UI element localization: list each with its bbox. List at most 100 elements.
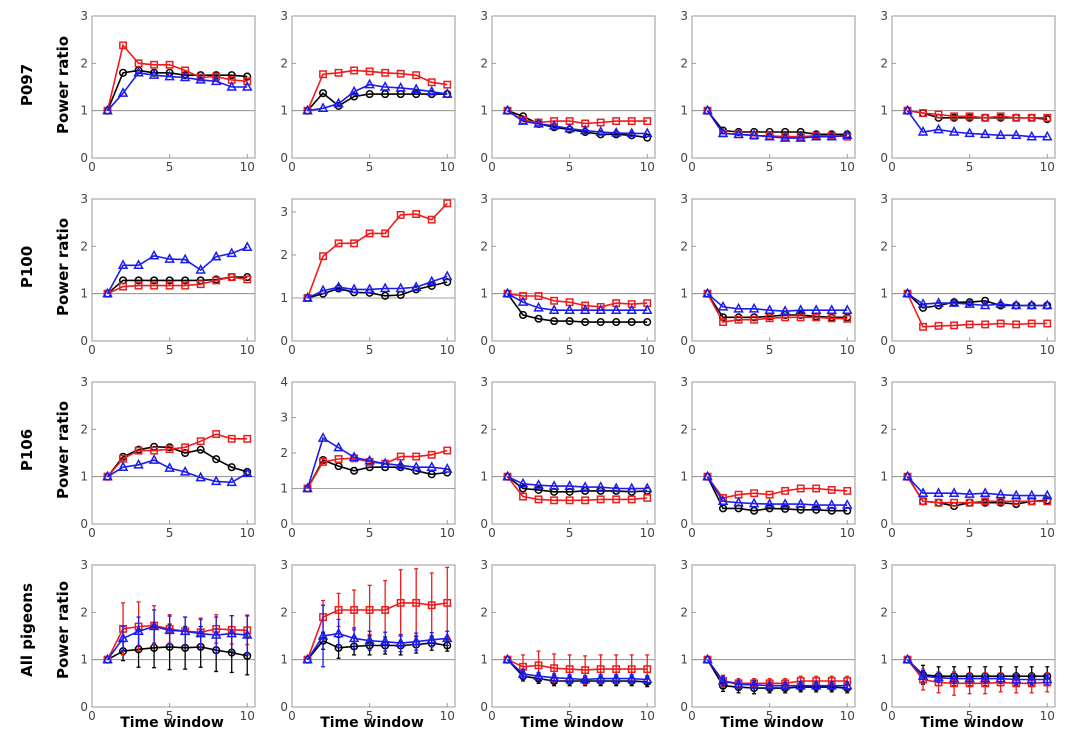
data-point [212,276,221,285]
data-point [550,496,559,505]
data-point [641,304,653,314]
data-point [534,485,543,494]
plot-area [702,104,853,142]
data-point [379,282,391,293]
y-tick-label: 2 [680,605,688,619]
data-point [334,455,343,463]
y-tick-label: 0 [80,334,88,348]
data-point [150,281,159,290]
panel: 0 1 2 3 0 5 10 [680,9,856,174]
y-tick-label: 1 [280,482,288,496]
data-point [148,249,160,260]
x-tick-label: 10 [440,709,455,723]
x-tick-label: 0 [688,343,696,357]
data-point [395,459,406,470]
data-point [748,497,760,508]
data-point [841,304,853,314]
x-axis-label: Time window [720,715,824,731]
y-tick-label: 0 [880,700,888,714]
data-point [902,104,913,115]
series-blue [502,287,653,314]
data-point [117,87,129,97]
data-point [302,291,313,302]
data-point [396,69,405,78]
y-tick-label: 1 [680,104,688,118]
panel: 0 1 2 3 0 5 10 [880,375,1056,540]
row-label-p097: P097 [18,64,36,106]
y-tick-label: 2 [880,239,888,253]
data-point [581,496,590,505]
data-point [1026,673,1037,684]
data-point [181,281,190,290]
data-point [948,487,960,497]
data-point [396,210,405,219]
series-line [507,109,648,139]
series-line [706,293,848,323]
data-point [981,296,990,305]
series-line [306,92,448,112]
plot-area [502,470,653,505]
axes-box [291,564,456,708]
data-point [934,110,943,119]
data-point [381,90,390,99]
data-point [965,498,974,507]
data-point [717,495,729,506]
data-point [996,319,1005,328]
data-point [917,487,929,497]
data-point [517,667,529,678]
x-tick-label: 5 [166,160,174,174]
data-point [964,672,975,683]
y-tick-label: 3 [480,558,488,572]
x-axis-label: Time window [520,715,624,731]
y-axis-label: Power ratio [54,218,72,316]
y-tick-label: 3 [280,411,288,425]
series-blue [502,653,653,684]
data-point [596,495,605,504]
data-point [379,81,391,91]
x-tick-label: 10 [1040,526,1055,540]
y-tick-label: 3 [680,9,688,23]
data-point [165,445,174,454]
x-tick-label: 0 [488,160,496,174]
series-line [507,292,648,308]
data-point [179,465,191,476]
series-black [503,289,652,327]
data-point [364,78,375,89]
data-point [548,304,560,314]
series-line [306,639,448,661]
data-point [412,210,421,219]
data-point [518,484,528,493]
data-point [519,492,527,501]
data-point [350,239,359,248]
data-point [1026,299,1037,310]
data-point [917,125,929,136]
x-tick-label: 10 [240,526,255,540]
data-point [565,496,574,505]
row-label-p106: P106 [18,429,36,471]
x-axis-label: Time window [320,715,424,731]
panel: 0 1 2 3 0 5 10 [880,558,1056,723]
data-point [427,281,436,290]
y-tick-label: 3 [80,375,88,389]
data-point [410,281,422,291]
y-tick-label: 1 [680,653,688,667]
x-tick-label: 5 [766,343,774,357]
data-point [548,480,560,490]
y-tick-label: 3 [280,9,288,23]
data-point [626,304,637,314]
data-point [181,276,190,285]
series-line [907,109,1048,119]
data-point [733,678,744,689]
panel: 0 1 2 3 0 5 10 [480,192,656,357]
data-point [210,629,222,639]
y-axis-label: Power ratio [54,581,72,679]
data-point [365,229,374,238]
series-line [106,69,248,112]
panel: 0 1 2 3 0 5 10 [80,9,256,174]
series-line [107,459,248,484]
data-point [318,89,328,98]
data-point [841,129,853,140]
series-blue [102,454,253,487]
data-point [795,498,806,508]
data-point [317,630,329,640]
